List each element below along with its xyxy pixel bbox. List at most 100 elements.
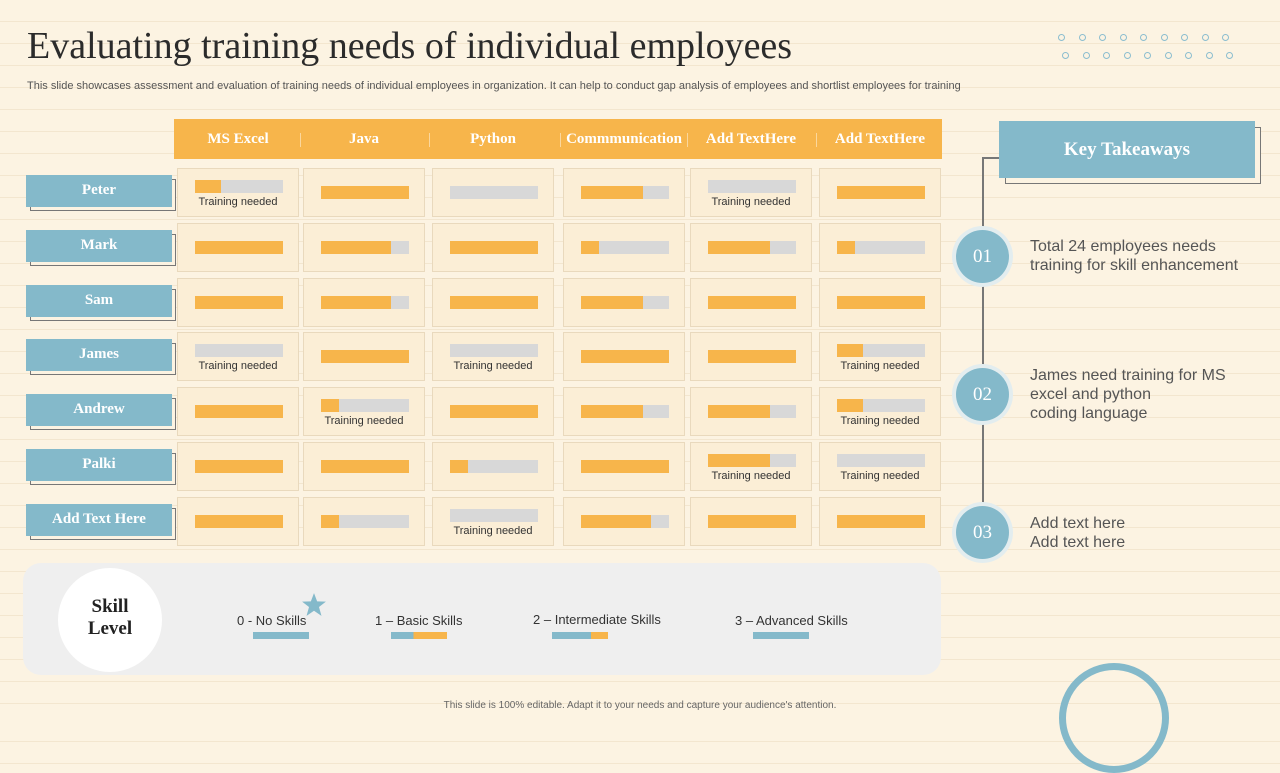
column-header: Add TextHere — [705, 131, 797, 147]
skill-cell — [177, 497, 299, 546]
skill-cell — [563, 332, 685, 381]
skill-bar-track — [195, 460, 283, 473]
skill-level-legend: 0 - No Skills 1 – Basic Skills 2 – Interme… — [23, 563, 941, 675]
takeaway-number: 01 — [956, 230, 1009, 283]
skill-bar-track — [195, 241, 283, 254]
skill-level-separator: – — [540, 612, 555, 627]
skill-bar-track — [321, 296, 409, 309]
decorative-dot — [1082, 52, 1090, 59]
skill-cell — [303, 168, 425, 217]
column-separator — [300, 133, 301, 147]
column-separator — [560, 133, 561, 147]
skill-bar-track — [450, 296, 538, 309]
decorative-dot — [1160, 34, 1168, 41]
column-header: Commmunication — [566, 131, 682, 147]
skill-level-text: Basic Skills — [396, 613, 463, 628]
takeaway-text: Add text here Add text here — [1030, 514, 1260, 552]
skill-bar-fill — [581, 186, 643, 199]
skill-cell — [563, 278, 685, 327]
skill-bar-track — [581, 296, 669, 309]
skill-bar-fill — [708, 405, 770, 418]
skill-bar-fill — [837, 296, 925, 309]
skill-bar-fill — [581, 515, 652, 528]
skill-bar-track — [321, 460, 409, 473]
skill-bar-track — [581, 460, 669, 473]
skill-level-text: Intermediate Skills — [554, 612, 661, 627]
skill-bar-fill — [195, 515, 283, 528]
skill-cell — [819, 497, 941, 546]
skill-level-text: Advanced Skills — [755, 613, 848, 628]
skill-bar-fill — [708, 241, 770, 254]
skill-bar-track — [837, 454, 925, 467]
skill-bar-track — [321, 350, 409, 363]
skill-level-number: 1 — [375, 613, 383, 628]
training-needed-label: Training needed — [324, 415, 404, 427]
skill-cell — [563, 168, 685, 217]
skill-level-label: 2 – Intermediate Skills — [533, 612, 661, 627]
skill-bar-track — [581, 515, 669, 528]
skill-level-separator: – — [382, 613, 397, 628]
skill-bar-track — [450, 241, 538, 254]
skill-level-bar — [391, 632, 447, 639]
timeline-connector — [982, 157, 999, 159]
skill-cell — [690, 332, 812, 381]
skill-bar-track — [708, 350, 796, 363]
skill-bar-track — [581, 350, 669, 363]
skill-level-number: 0 — [237, 613, 245, 628]
decorative-dot — [1222, 34, 1229, 41]
skill-cell — [177, 387, 299, 436]
skill-level-text: No Skills — [255, 613, 307, 628]
decorative-dot — [1226, 52, 1233, 59]
takeaway-line: training for skill enhancement — [1030, 257, 1239, 274]
skill-bar-fill — [837, 344, 864, 357]
skill-cell — [432, 168, 554, 217]
skill-bar-track — [708, 405, 796, 418]
skill-bar-track — [195, 180, 283, 193]
skill-bar-fill — [837, 399, 864, 412]
skill-bar-fill — [450, 460, 468, 473]
skill-bar-fill — [321, 350, 409, 363]
skill-bar-fill — [195, 460, 283, 473]
skill-level-badge: Skill Level — [58, 568, 162, 672]
employee-name: Andrew — [26, 394, 172, 426]
skill-cell — [690, 387, 812, 436]
skill-bar-track — [708, 180, 796, 193]
employee-name: Peter — [26, 175, 172, 207]
skill-bar-fill — [708, 350, 796, 363]
takeaway-text: James need training for MS excel and pyth… — [1030, 366, 1260, 423]
column-separator — [687, 133, 688, 147]
training-needed-label: Training needed — [711, 470, 791, 482]
takeaway-line: Add text here — [1030, 515, 1126, 532]
skill-bar-track — [195, 296, 283, 309]
skill-level-number: 3 — [735, 613, 743, 628]
skill-bar-track — [581, 241, 669, 254]
skill-bar-track — [450, 344, 538, 357]
skill-level-bar — [253, 632, 309, 639]
decorative-dot — [1181, 34, 1188, 41]
skill-bar-track — [837, 186, 925, 199]
star-icon — [302, 593, 326, 616]
column-header: Add TextHere — [834, 131, 926, 147]
skill-bar-fill — [581, 241, 599, 254]
skill-level-title-line2: Level — [87, 618, 133, 639]
skill-cell — [563, 223, 685, 272]
skill-cell — [563, 387, 685, 436]
skill-cell — [563, 442, 685, 491]
skill-bar-track — [450, 405, 538, 418]
skill-level-number: 2 — [533, 612, 541, 627]
takeaway-line: James need training for MS — [1030, 367, 1226, 384]
skill-cell — [303, 442, 425, 491]
skill-bar-track — [837, 515, 925, 528]
skill-bar-track — [321, 399, 409, 412]
skill-cell: Training needed — [177, 168, 299, 217]
column-header: MS Excel — [207, 131, 269, 147]
skill-cell — [432, 442, 554, 491]
takeaway-number: 03 — [956, 506, 1009, 559]
skill-level-separator: – — [742, 613, 756, 628]
employee-name: Palki — [26, 449, 172, 481]
skill-bar-fill — [708, 454, 770, 467]
training-needed-label: Training needed — [198, 360, 278, 372]
decorative-dot — [1119, 34, 1127, 41]
skill-cell: Training needed — [303, 387, 425, 436]
column-header: Java — [349, 131, 379, 147]
